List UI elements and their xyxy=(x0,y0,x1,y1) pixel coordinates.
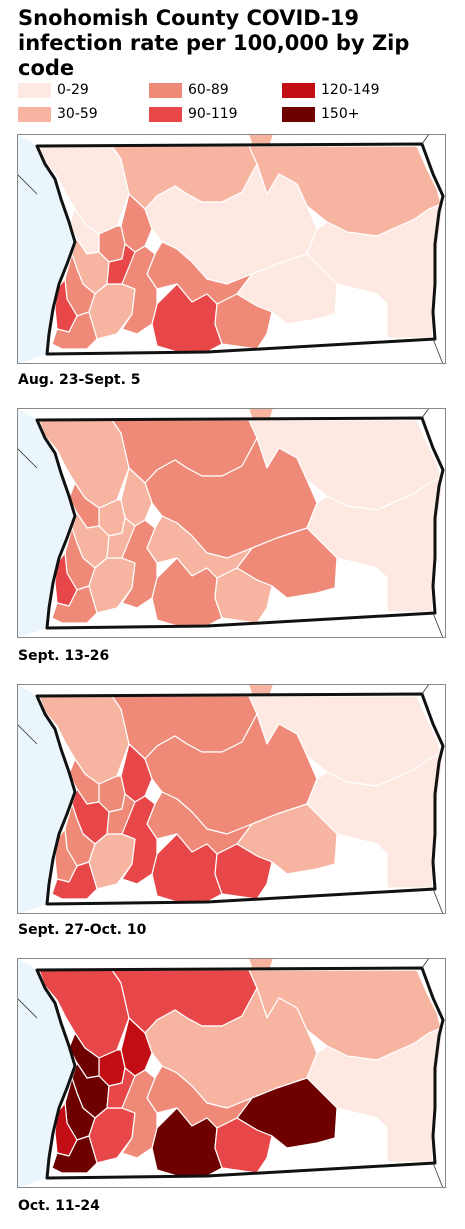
county-map xyxy=(17,958,446,1188)
map-caption-2: Sept. 13-26 xyxy=(18,648,110,664)
legend-swatch xyxy=(149,106,182,122)
puget-sound-water xyxy=(17,134,75,364)
zip-area-sw-d xyxy=(51,1135,98,1174)
map-title-line-2: infection rate per 100,000 by Zip code xyxy=(18,31,410,80)
legend-swatch xyxy=(18,82,51,98)
map-panel-2 xyxy=(17,408,446,638)
neighbor-county-shape xyxy=(249,408,273,420)
map-title: Snohomish County COVID-19 infection rate… xyxy=(18,6,458,81)
zip-area-snohomish xyxy=(106,517,136,559)
zip-area-monroe xyxy=(121,245,158,335)
zip-area-snohomish xyxy=(106,1067,136,1109)
legend-item: 90-119 xyxy=(149,104,238,124)
neighbor-boundary-lines xyxy=(17,134,444,364)
puget-sound-water xyxy=(17,684,75,914)
county-border xyxy=(35,416,445,630)
neighbor-boundary-lines xyxy=(17,684,444,914)
zip-area-sw-d xyxy=(51,585,98,624)
neighbor-county-shape xyxy=(249,958,273,970)
map-caption-3: Sept. 27-Oct. 10 xyxy=(18,922,147,938)
zip-area-snohomish xyxy=(106,243,136,285)
map-caption-1: Aug. 23-Sept. 5 xyxy=(18,372,141,388)
legend-swatch xyxy=(149,82,182,98)
map-caption-4: Oct. 11-24 xyxy=(18,1198,100,1214)
zip-area-monroe xyxy=(121,519,158,609)
zip-area-snohomish xyxy=(106,793,136,835)
legend-label: 60-89 xyxy=(188,82,229,98)
legend-label: 0-29 xyxy=(57,82,89,98)
legend-item: 120-149 xyxy=(282,80,380,100)
neighbor-boundary-lines xyxy=(17,408,444,638)
county-border xyxy=(35,692,445,906)
map-frame xyxy=(17,134,446,364)
puget-sound-water xyxy=(17,958,75,1188)
zip-area-south-center2 xyxy=(214,293,273,350)
legend-label: 30-59 xyxy=(57,106,98,122)
zip-area-monroe xyxy=(121,795,158,885)
neighbor-county-shape xyxy=(249,684,273,696)
zip-area-sw-d xyxy=(51,311,98,350)
map-frame xyxy=(17,958,446,1188)
zip-area-sw-d xyxy=(51,861,98,900)
map-panel-1 xyxy=(17,134,446,364)
county-map xyxy=(17,134,446,364)
legend-swatch xyxy=(282,106,315,122)
puget-sound-water xyxy=(17,408,75,638)
legend-swatch xyxy=(282,82,315,98)
map-panel-3 xyxy=(17,684,446,914)
legend-item: 60-89 xyxy=(149,80,229,100)
map-title-line-1: Snohomish County COVID-19 xyxy=(18,6,360,30)
zip-area-south-center2 xyxy=(214,843,273,900)
legend-label: 90-119 xyxy=(188,106,238,122)
county-map xyxy=(17,684,446,914)
neighbor-county-shape xyxy=(249,134,273,146)
legend: 0-29 30-59 60-89 90-119 120-149 150+ xyxy=(18,80,458,126)
map-panel-4 xyxy=(17,958,446,1188)
legend-item: 30-59 xyxy=(18,104,98,124)
county-border xyxy=(35,142,445,356)
neighbor-boundary-lines xyxy=(17,958,444,1188)
zip-area-monroe xyxy=(121,1069,158,1159)
legend-label: 150+ xyxy=(321,106,360,122)
legend-item: 150+ xyxy=(282,104,359,124)
legend-label: 120-149 xyxy=(321,82,380,98)
legend-item: 0-29 xyxy=(18,80,89,100)
map-frame xyxy=(17,684,446,914)
county-border xyxy=(35,966,445,1180)
zip-area-south-center2 xyxy=(214,1117,273,1174)
legend-swatch xyxy=(18,106,51,122)
map-frame xyxy=(17,408,446,638)
county-map xyxy=(17,408,446,638)
zip-area-south-center2 xyxy=(214,567,273,624)
